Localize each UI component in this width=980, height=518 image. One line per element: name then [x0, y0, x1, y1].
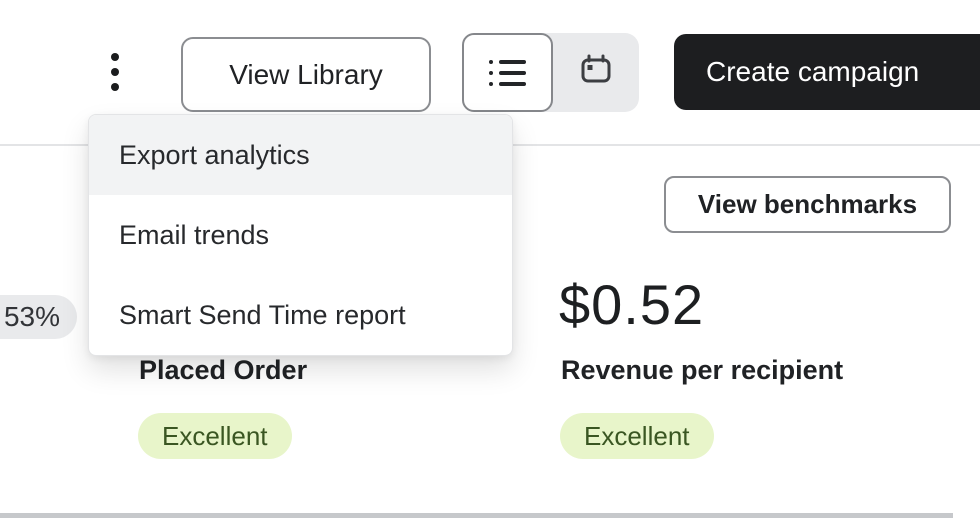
kebab-vertical-icon — [111, 68, 119, 76]
view-benchmarks-button[interactable]: View benchmarks — [664, 176, 951, 233]
benchmark-badge-excellent: Excellent — [560, 413, 714, 459]
bottom-scroll-bar[interactable] — [0, 513, 953, 518]
kebab-vertical-icon — [111, 83, 119, 91]
benchmark-badge-excellent: Excellent — [138, 413, 292, 459]
kebab-vertical-icon — [111, 53, 119, 61]
metric-value-pill: 53% — [0, 295, 77, 339]
create-campaign-button[interactable]: Create campaign — [674, 34, 980, 110]
view-switcher — [462, 33, 639, 112]
calendar-view-toggle[interactable] — [553, 33, 640, 112]
metric-label-revenue-per-recipient: Revenue per recipient — [561, 355, 844, 385]
list-view-toggle[interactable] — [462, 33, 553, 112]
calendar-icon — [578, 52, 614, 93]
menu-item-email-trends[interactable]: Email trends — [119, 219, 270, 250]
metric-value-revenue: $0.52 — [559, 273, 705, 336]
overflow-menu-button[interactable] — [95, 47, 135, 97]
menu-item-export-analytics[interactable]: Export analytics — [89, 115, 512, 195]
metric-label-placed-order: Placed Order — [139, 355, 308, 385]
view-library-button[interactable]: View Library — [181, 37, 431, 112]
overflow-dropdown-menu: Export analytics Email trends Smart Send… — [88, 114, 513, 356]
list-icon — [488, 59, 526, 86]
menu-item-smart-send-time-report[interactable]: Smart Send Time report — [119, 299, 406, 330]
